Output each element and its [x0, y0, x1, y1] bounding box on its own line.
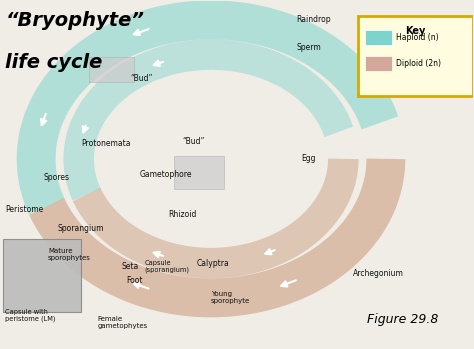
Text: “Bryophyte”: “Bryophyte” [5, 11, 144, 30]
Text: Peristome: Peristome [5, 205, 44, 214]
Text: Young
sporophyte: Young sporophyte [211, 291, 250, 304]
Text: Rhizoid: Rhizoid [168, 210, 197, 219]
Text: life cycle: life cycle [5, 53, 103, 72]
Text: Capsule with
peristome (LM): Capsule with peristome (LM) [5, 309, 56, 322]
FancyBboxPatch shape [365, 56, 392, 71]
Text: Calyptra: Calyptra [197, 259, 229, 268]
Text: Haploid (n): Haploid (n) [396, 33, 439, 42]
FancyBboxPatch shape [174, 156, 224, 190]
Text: Seta: Seta [121, 262, 138, 271]
Text: Figure 29.8: Figure 29.8 [367, 313, 438, 326]
FancyBboxPatch shape [3, 239, 81, 312]
FancyBboxPatch shape [365, 30, 392, 45]
Text: Key: Key [405, 26, 426, 36]
Text: Foot: Foot [126, 276, 142, 285]
Text: “Bud”: “Bud” [131, 74, 153, 83]
FancyBboxPatch shape [89, 57, 135, 82]
Text: Female
gametophytes: Female gametophytes [98, 316, 148, 329]
Text: Sperm: Sperm [296, 43, 321, 52]
Text: Mature
sporophytes: Mature sporophytes [48, 248, 91, 261]
Text: Sporangium: Sporangium [57, 224, 104, 233]
Text: Egg: Egg [301, 154, 315, 163]
Text: Capsule
(sporangium): Capsule (sporangium) [145, 260, 190, 273]
Text: Spores: Spores [43, 173, 69, 183]
Text: Raindrop: Raindrop [296, 15, 331, 24]
Text: “Bud”: “Bud” [182, 137, 205, 146]
Text: Archegonium: Archegonium [353, 269, 404, 278]
Text: Diploid (2n): Diploid (2n) [396, 59, 441, 68]
Text: Protonemata: Protonemata [81, 139, 130, 148]
Text: Gametophore: Gametophore [140, 170, 192, 179]
FancyBboxPatch shape [357, 16, 474, 96]
